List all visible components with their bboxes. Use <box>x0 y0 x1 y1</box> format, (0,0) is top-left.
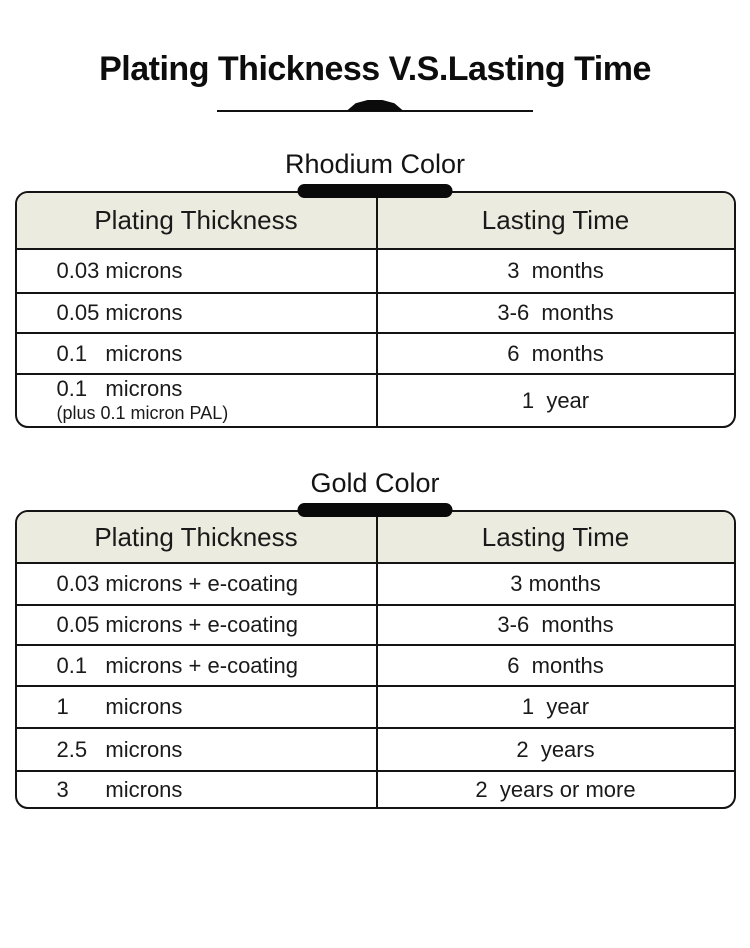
section-heading-gold: Gold Color <box>310 468 440 498</box>
cell-time: 1 year <box>521 694 590 720</box>
gold-table: Plating Thickness Lasting Time 0.03 micr… <box>14 510 736 809</box>
gold-header-row: Plating Thickness Lasting Time <box>16 512 734 562</box>
cell-thickness: 0.1 microns (plus 0.1 micron PAL) <box>17 375 378 426</box>
column-header-thickness: Plating Thickness <box>17 193 378 248</box>
divider-arrow-icon <box>346 100 404 111</box>
gold-table-wrap: Plating Thickness Lasting Time 0.03 micr… <box>14 503 736 809</box>
table-row: 0.1 microns 6 months <box>16 332 734 373</box>
cell-time: 2 years or more <box>475 776 636 802</box>
rhodium-table-wrap: Plating Thickness Lasting Time 0.03 micr… <box>14 184 736 428</box>
cell-thickness: 0.05 microns <box>17 294 378 332</box>
cell-thickness: 0.05 microns + e-coating <box>17 606 378 644</box>
table-row: 0.1 microns (plus 0.1 micron PAL) 1 year <box>16 373 734 426</box>
column-header-time: Lasting Time <box>481 521 630 552</box>
section-heading-rhodium: Rhodium Color <box>284 149 466 179</box>
table-row: 0.1 microns + e-coating 6 months <box>16 644 734 685</box>
table-row: 1 microns 1 year <box>16 685 734 727</box>
cell-thickness: 0.1 microns <box>17 334 378 373</box>
cell-thickness: 2.5 microns <box>17 729 378 770</box>
cell-time: 3-6 months <box>497 612 614 638</box>
page-title: Plating Thickness V.S.Lasting Time <box>99 50 651 88</box>
cell-time: 3 months <box>507 258 604 284</box>
cell-time: 2 years <box>516 736 595 762</box>
table-top-bar <box>297 184 453 198</box>
thickness-note: (plus 0.1 micron PAL) <box>56 403 229 424</box>
table-row: 0.05 microns + e-coating 3-6 months <box>16 604 734 644</box>
cell-time: 6 months <box>507 652 604 678</box>
table-row: 0.03 microns + e-coating 3 months <box>16 562 734 604</box>
cell-thickness: 1 microns <box>17 687 378 727</box>
table-row: 0.03 microns 3 months <box>16 248 734 292</box>
rhodium-header-row: Plating Thickness Lasting Time <box>16 193 734 248</box>
cell-time: 3 months <box>510 571 601 597</box>
divider-line <box>217 110 533 112</box>
cell-time: 3-6 months <box>497 300 614 326</box>
cell-time: 1 year <box>521 387 590 413</box>
rhodium-table: Plating Thickness Lasting Time 0.03 micr… <box>14 191 736 428</box>
table-row: 3 microns 2 years or more <box>16 770 734 807</box>
title-divider <box>217 100 533 112</box>
cell-time: 6 months <box>507 340 604 366</box>
table-top-bar <box>297 503 453 517</box>
table-row: 2.5 microns 2 years <box>16 727 734 770</box>
column-header-thickness: Plating Thickness <box>17 512 378 562</box>
cell-thickness: 0.03 microns + e-coating <box>17 564 378 604</box>
column-header-time: Lasting Time <box>481 205 630 236</box>
table-row: 0.05 microns 3-6 months <box>16 292 734 332</box>
cell-thickness: 0.03 microns <box>17 250 378 292</box>
cell-thickness: 0.1 microns + e-coating <box>17 646 378 685</box>
cell-thickness: 3 microns <box>17 772 378 807</box>
